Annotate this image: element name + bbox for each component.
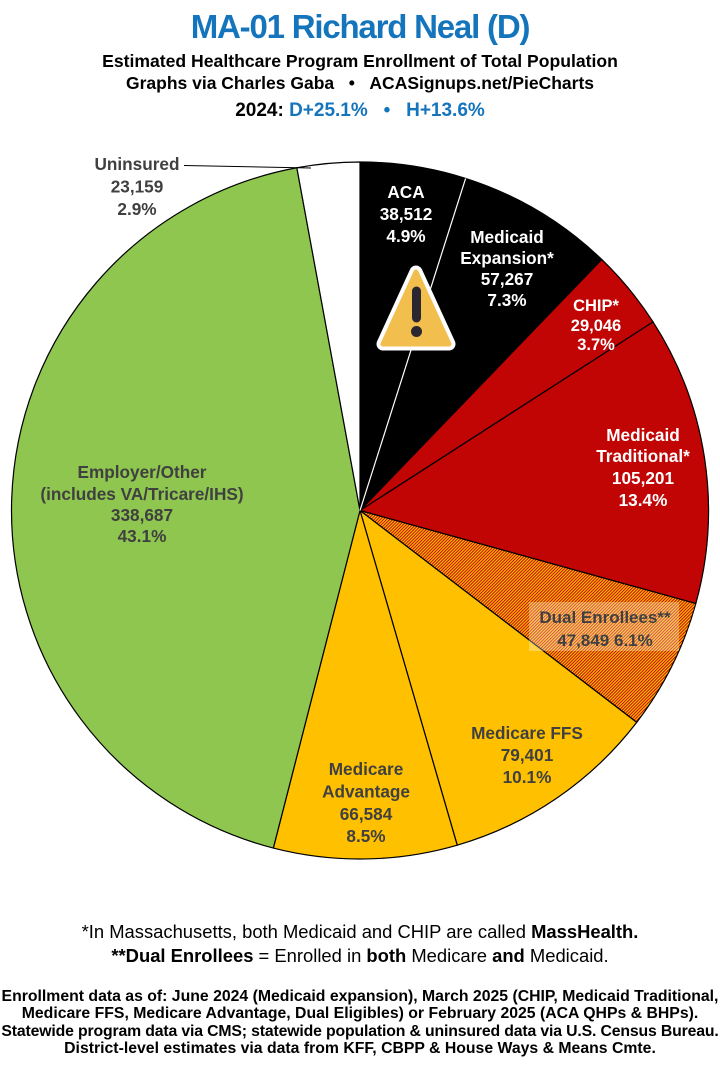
svg-text:CHIP*: CHIP* (573, 297, 619, 315)
svg-text:ACA: ACA (387, 182, 424, 202)
svg-text:2.9%: 2.9% (117, 199, 156, 219)
svg-text:105,201: 105,201 (612, 468, 675, 488)
svg-text:Medicare FFS: Medicare FFS (471, 723, 583, 743)
svg-text:66,584: 66,584 (340, 804, 393, 824)
svg-text:Expansion*: Expansion* (460, 248, 554, 268)
svg-text:Medicare: Medicare (329, 759, 404, 779)
svg-text:29,046: 29,046 (571, 317, 621, 335)
svg-text:4.9%: 4.9% (386, 226, 425, 246)
svg-text:Uninsured: Uninsured (95, 154, 180, 174)
svg-text:57,267: 57,267 (481, 269, 534, 289)
svg-text:Employer/Other: Employer/Other (78, 462, 207, 482)
svg-text:23,159: 23,159 (111, 177, 164, 197)
svg-text:79,401: 79,401 (501, 745, 554, 765)
svg-text:Dual Enrollees**: Dual Enrollees** (539, 608, 671, 627)
svg-text:(includes VA/Tricare/IHS): (includes VA/Tricare/IHS) (40, 484, 243, 504)
svg-text:38,512: 38,512 (380, 204, 433, 224)
svg-text:43.1%: 43.1% (118, 526, 167, 546)
svg-text:10.1%: 10.1% (503, 767, 552, 787)
svg-text:338,687: 338,687 (111, 505, 173, 525)
svg-text:47,849 6.1%: 47,849 6.1% (557, 631, 652, 650)
svg-text:13.4%: 13.4% (619, 490, 668, 510)
svg-text:Medicaid: Medicaid (470, 227, 544, 247)
svg-text:Advantage: Advantage (322, 782, 410, 802)
svg-text:7.3%: 7.3% (487, 290, 526, 310)
svg-text:8.5%: 8.5% (346, 826, 385, 846)
svg-text:3.7%: 3.7% (577, 336, 615, 354)
svg-text:Medicaid: Medicaid (606, 425, 680, 445)
svg-text:Traditional*: Traditional* (596, 446, 690, 466)
